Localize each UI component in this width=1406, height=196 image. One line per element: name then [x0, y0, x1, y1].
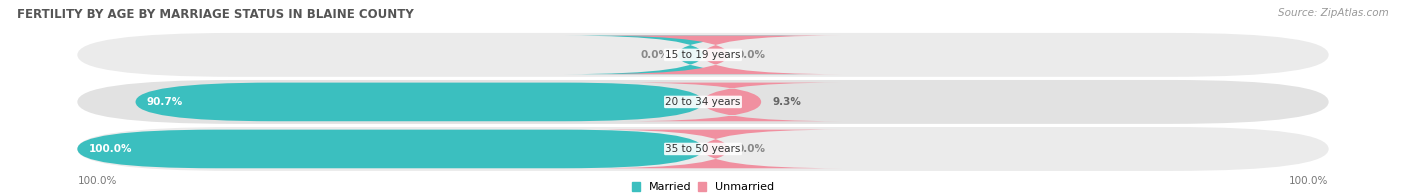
FancyBboxPatch shape — [77, 80, 1329, 124]
Text: 0.0%: 0.0% — [737, 144, 766, 154]
FancyBboxPatch shape — [77, 127, 1329, 171]
FancyBboxPatch shape — [77, 130, 703, 168]
FancyBboxPatch shape — [564, 35, 817, 74]
FancyBboxPatch shape — [589, 130, 842, 168]
Text: 20 to 34 years: 20 to 34 years — [665, 97, 741, 107]
Text: FERTILITY BY AGE BY MARRIAGE STATUS IN BLAINE COUNTY: FERTILITY BY AGE BY MARRIAGE STATUS IN B… — [17, 8, 413, 21]
Text: 90.7%: 90.7% — [146, 97, 183, 107]
Text: 0.0%: 0.0% — [737, 50, 766, 60]
Legend: Married, Unmarried: Married, Unmarried — [631, 182, 775, 192]
FancyBboxPatch shape — [589, 35, 842, 74]
FancyBboxPatch shape — [77, 33, 1329, 77]
FancyBboxPatch shape — [135, 83, 703, 121]
Text: 0.0%: 0.0% — [640, 50, 669, 60]
Text: 100.0%: 100.0% — [77, 176, 117, 186]
Text: 100.0%: 100.0% — [89, 144, 132, 154]
Text: 35 to 50 years: 35 to 50 years — [665, 144, 741, 154]
FancyBboxPatch shape — [623, 83, 842, 121]
Text: 15 to 19 years: 15 to 19 years — [665, 50, 741, 60]
Text: Source: ZipAtlas.com: Source: ZipAtlas.com — [1278, 8, 1389, 18]
Text: 9.3%: 9.3% — [772, 97, 801, 107]
Text: 100.0%: 100.0% — [1289, 176, 1329, 186]
